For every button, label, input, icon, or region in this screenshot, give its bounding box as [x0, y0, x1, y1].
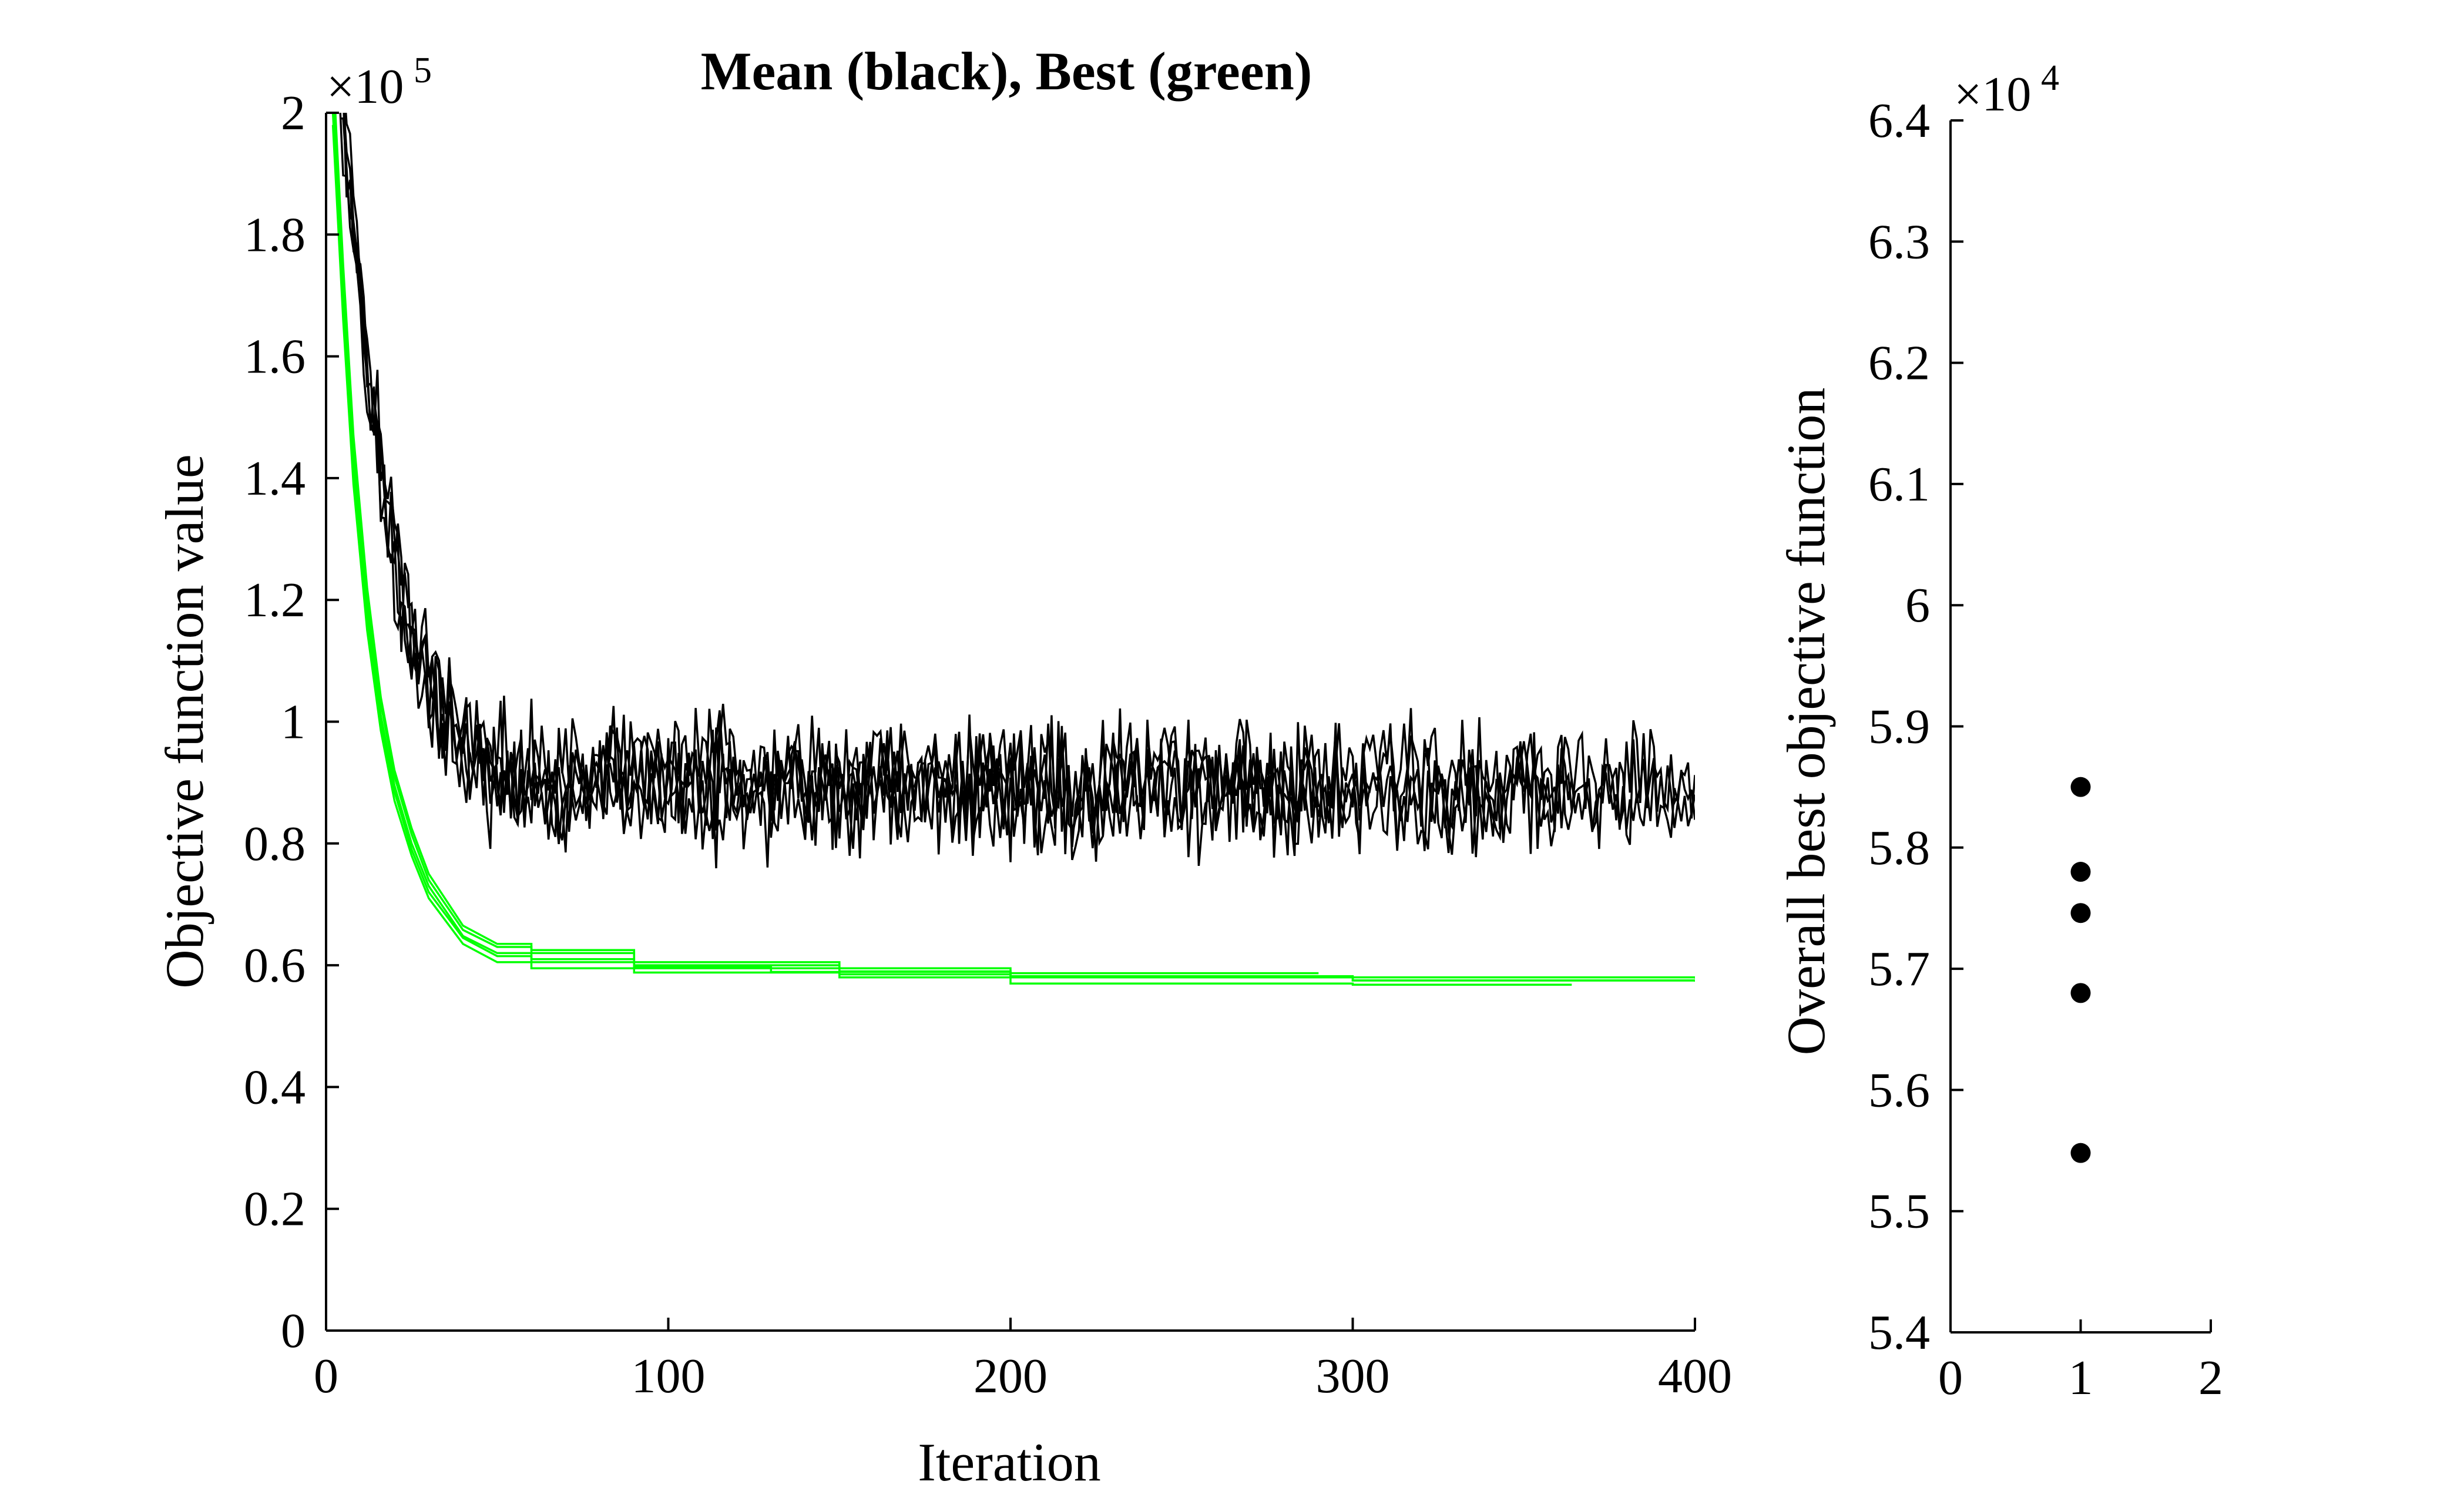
y-tick-label: 5.7: [1868, 942, 1930, 996]
y-axis-title: Overall best objective function: [1776, 388, 1836, 1056]
y-tick-label: 1.8: [244, 207, 306, 262]
best-series-line-run-4: [331, 125, 1572, 986]
y-tick-label: 6.1: [1868, 457, 1930, 512]
x-tick-label: 200: [973, 1349, 1048, 1403]
y-tick-label: 0.4: [244, 1060, 306, 1114]
mean-series-line-run-5: [340, 117, 1320, 857]
y-tick-label: 1.6: [244, 330, 306, 384]
y-tick-label: 6.3: [1868, 214, 1930, 269]
x-tick-label: 300: [1316, 1349, 1390, 1403]
chart-title: Mean (black), Best (green): [701, 41, 1312, 101]
scatter-points: [2070, 777, 2091, 1163]
y-tick-label: 1: [281, 695, 306, 750]
x-tick-label: 2: [2198, 1351, 2223, 1405]
y-exponent-label: ×10 4: [1954, 58, 2059, 122]
y-tick-label: 6.2: [1868, 336, 1930, 391]
x-tick-label: 100: [632, 1349, 706, 1403]
plot-area-series: [331, 113, 1695, 986]
y-exponent-base: ×10: [1954, 67, 2031, 122]
x-axis-title: Iteration: [918, 1432, 1101, 1492]
x-tick-label: 0: [314, 1349, 338, 1403]
y-tick-label: 0.8: [244, 817, 306, 871]
best-series-line-run-5: [332, 113, 1319, 975]
x-tick-label: 0: [1938, 1351, 1963, 1405]
x-ticks: 0 100 200 300 400: [314, 1318, 1732, 1403]
y-axis-title: Objective function value: [155, 454, 214, 988]
overall-best-point: [2070, 983, 2091, 1003]
y-exponent-base: ×10: [327, 59, 404, 114]
x-ticks: 0 1 2: [1938, 1319, 2223, 1405]
convergence-chart: Mean (black), Best (green) ×10 5 0 100 200…: [155, 41, 1732, 1492]
y-tick-label: 5.9: [1868, 700, 1930, 754]
overall-best-point: [2070, 1143, 2091, 1163]
y-tick-label: 5.5: [1868, 1184, 1930, 1239]
y-tick-label: 5.6: [1868, 1063, 1930, 1117]
x-tick-label: 1: [2069, 1351, 2093, 1405]
y-tick-label: 1.4: [244, 451, 306, 506]
overall-best-point: [2070, 903, 2091, 923]
overall-best-point: [2070, 777, 2091, 797]
x-tick-label: 400: [1658, 1349, 1732, 1403]
best-series-line-run-3: [334, 113, 1695, 979]
y-tick-label: 6.4: [1868, 93, 1930, 148]
y-tick-label: 0.2: [244, 1182, 306, 1237]
y-exponent-power: 4: [2041, 58, 2059, 98]
y-ticks: 5.4 5.5 5.6 5.7 5.8 5.9 6 6.1 6.2 6.3 6.4: [1868, 93, 1963, 1360]
y-tick-label: 5.4: [1868, 1305, 1930, 1360]
y-exponent-label: ×10 5: [327, 51, 432, 114]
y-tick-label: 2: [281, 86, 306, 140]
y-tick-label: 6: [1905, 578, 1930, 633]
y-ticks: 0 0.2 0.4 0.6 0.8 1 1.2 1.4 1.6 1.8 2: [244, 86, 339, 1358]
y-tick-label: 5.8: [1868, 821, 1930, 875]
mean-series-line-run-4: [343, 113, 1573, 862]
y-exponent-power: 5: [414, 51, 432, 90]
overall-best-point: [2070, 862, 2091, 882]
overall-best-chart: ×10 4 0 1 2 5.4 5.5 5.6 5.7 5.8 5.9 6 6.1 6.2 6.3 6.…: [1776, 58, 2223, 1405]
y-tick-label: 0.6: [244, 938, 306, 993]
y-tick-label: 1.2: [244, 573, 306, 627]
y-tick-label: 0: [281, 1304, 306, 1358]
